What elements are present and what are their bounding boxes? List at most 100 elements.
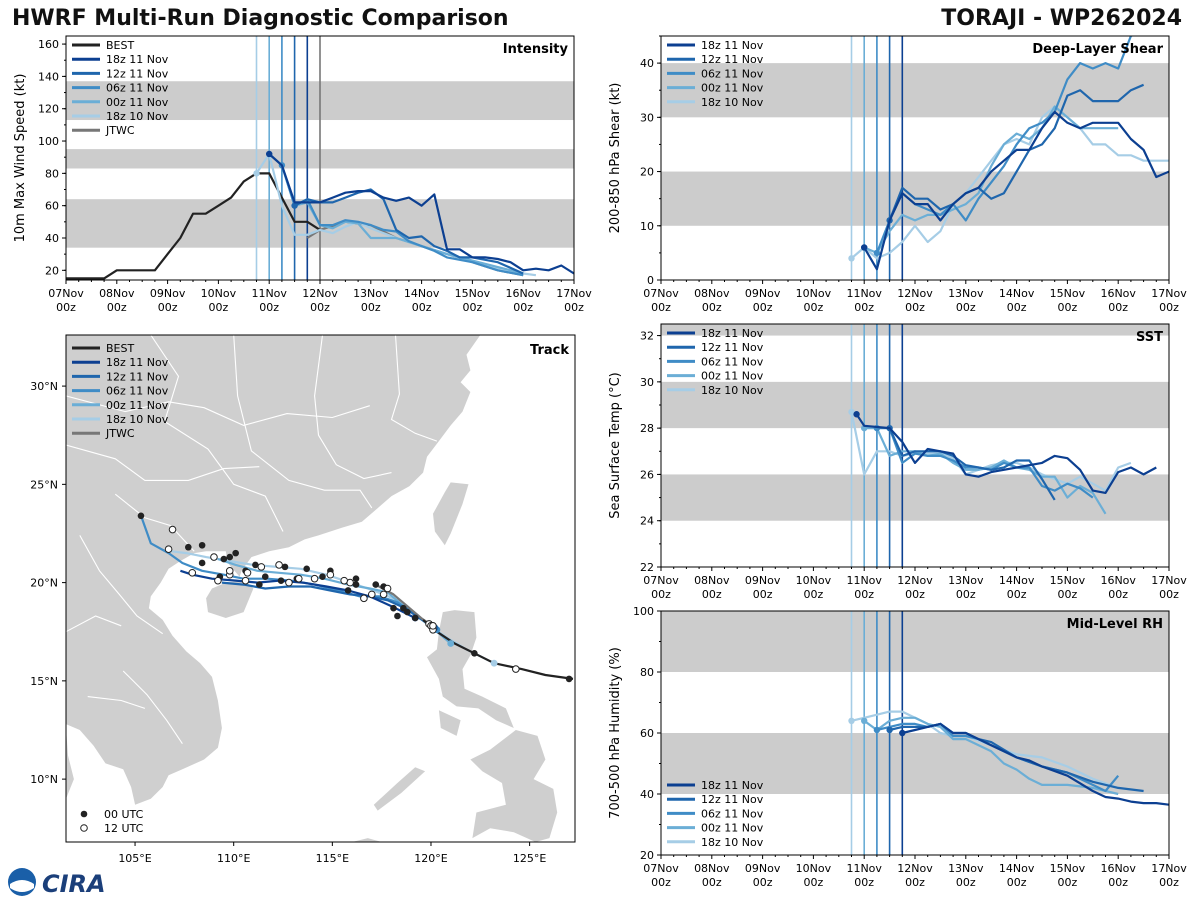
legend-label-12utc: 12 UTC [104,822,144,835]
track-legend-label: JTWC [105,427,135,440]
intensity-xtick-hour: 00z [513,301,533,314]
shear-series-line [888,83,1145,221]
track-frame [65,334,576,843]
rh-ytick-label: 40 [640,788,654,801]
rh-start-point [873,726,881,734]
intensity-chart: 2040608010012014016007Nov00z08Nov00z09No… [13,35,592,314]
shear-start-point [873,249,881,257]
shear-legend-label: 18z 11 Nov [701,39,764,52]
rh-legend-label: 18z 10 Nov [701,836,764,849]
intensity-ytick-label: 40 [45,232,59,245]
noaa-wave-icon [10,880,34,892]
track-line [422,619,574,680]
track-marker-00utc [352,581,360,588]
intensity-xtick-hour: 00z [412,301,432,314]
track-marker-00utc [256,581,263,588]
shear-xtick-hour: 00z [702,301,722,314]
track-marker-12utc [243,568,252,577]
province-border [87,696,146,709]
intensity-xtick-day: 08Nov [99,287,135,300]
rh-xtick-hour: 00z [1108,876,1128,889]
shear-xtick-day: 07Nov [643,287,679,300]
track-marker-00utc [252,561,259,569]
shear-xtick-day: 11Nov [846,287,882,300]
track-marker-00utc [390,604,397,612]
rh-xtick-day: 15Nov [1050,862,1086,875]
rh-series-line [863,716,1119,796]
province-border [390,335,438,442]
track-title: Track [530,343,569,358]
intensity-xtick-hour: 00z [107,301,127,314]
sst-ytick-label: 24 [640,515,654,528]
track-marker-00utc [137,512,145,520]
intensity-xtick-day: 15Nov [455,287,491,300]
sst-xtick-day: 09Nov [745,574,781,587]
shear-legend-label: 18z 10 Nov [701,96,764,109]
track-marker-00utc [319,573,326,581]
sst-xtick-hour: 00z [651,588,671,601]
shear-xtick-day: 14Nov [999,287,1035,300]
track-xtick-label: 125°E [513,852,546,865]
track-marker-12utc [214,576,222,585]
rh-xtick-day: 13Nov [948,862,984,875]
sst-chart: 22242628303207Nov00z08Nov00z09Nov00z10No… [608,323,1187,601]
track-legend-label: 06z 11 Nov [106,385,169,398]
rh-xtick-hour: 00z [702,876,722,889]
track-marker-00utc [411,614,419,622]
track-ytick-label: 30°N [30,380,58,393]
intensity-xtick-day: 14Nov [404,287,440,300]
intensity-title: Intensity [503,42,569,57]
track-xtick-label: 105°E [118,852,151,865]
visayas-mindanao-land [470,730,558,842]
rh-xtick-day: 12Nov [897,862,933,875]
intensity-legend-label: 06z 11 Nov [106,82,169,95]
track-marker-00utc [220,555,228,563]
sst-ytick-label: 30 [640,376,654,389]
rh-xtick-day: 17Nov [1151,862,1187,875]
intensity-xtick-day: 10Nov [201,287,237,300]
province-border [66,395,370,426]
storm-name: TORAJI - WP262024 [941,6,1182,31]
shear-xtick-day: 15Nov [1050,287,1086,300]
intensity-legend-label: 00z 11 Nov [106,96,169,109]
track-legend-label: 18z 11 Nov [106,356,169,369]
track-marker-12utc [275,561,283,569]
rh-legend-label: 06z 11 Nov [701,807,764,820]
shear-xtick-day: 12Nov [897,287,933,300]
sst-legend-label: 18z 11 Nov [701,327,764,340]
sst-xtick-day: 12Nov [897,574,933,587]
rh-xtick-hour: 00z [854,876,874,889]
intensity-ytick-label: 120 [38,103,59,116]
rh-xtick-hour: 00z [1058,876,1078,889]
intensity-legend-label: 18z 10 Nov [106,110,169,123]
shear-xtick-day: 08Nov [694,287,730,300]
shear-ytick-label: 0 [647,274,654,287]
rh-xtick-hour: 00z [1007,876,1027,889]
track-marker-12utc [188,568,197,577]
sst-xtick-hour: 00z [956,588,976,601]
cira-logo-text: CIRA [42,870,106,898]
rh-legend-label: 18z 11 Nov [701,779,764,792]
track-start-marker [447,640,455,647]
intensity-xtick-day: 16Nov [505,287,541,300]
sst-xtick-day: 15Nov [1050,574,1086,587]
track-marker-00utc [277,577,285,584]
rh-ytick-label: 20 [640,849,654,862]
sst-legend-label: 12z 11 Nov [701,341,764,354]
track-marker-00utc [198,559,206,567]
sst-xtick-hour: 00z [854,588,874,601]
track-marker-00utc [261,573,269,581]
sst-ytick-label: 26 [640,468,654,481]
track-ytick-label: 10°N [30,773,58,786]
province-border [233,335,373,509]
shear-xtick-day: 10Nov [796,287,832,300]
track-ytick-label: 15°N [30,675,58,688]
track-start-marker [490,659,498,667]
rh-xtick-hour: 00z [956,876,976,889]
sst-start-point [848,408,855,416]
shear-legend-label: 12z 11 Nov [701,53,764,66]
rh-xtick-day: 10Nov [796,862,832,875]
mainland-land [66,335,481,805]
sst-xtick-hour: 00z [1058,588,1078,601]
intensity-ytick-label: 80 [45,167,59,180]
